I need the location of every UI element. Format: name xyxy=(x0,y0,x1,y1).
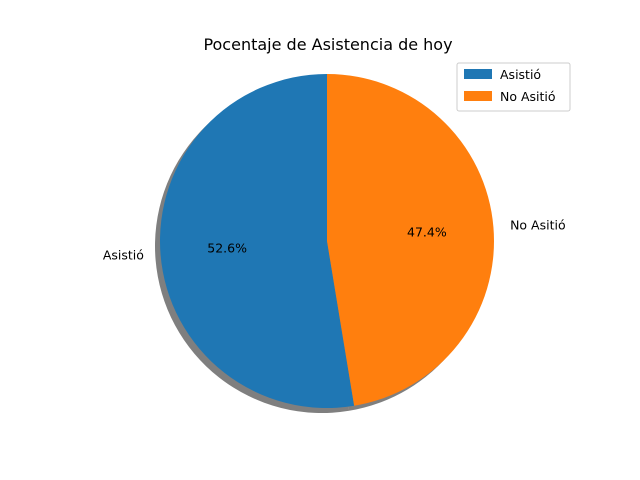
legend: Asistió No Asitió xyxy=(456,62,571,112)
pie-slices xyxy=(160,74,495,408)
pie-slice-no-asitio xyxy=(327,74,495,406)
legend-swatch-no-asitio xyxy=(464,91,492,101)
pie-slice-asistio xyxy=(160,74,355,408)
percent-label-no-asitio: 47.4% xyxy=(407,224,447,239)
legend-label-no-asitio: No Asitió xyxy=(500,89,556,104)
slice-label-asistio: Asistió xyxy=(103,247,144,262)
legend-label-asistio: Asistió xyxy=(500,67,541,82)
chart-title: Pocentaje de Asistencia de hoy xyxy=(203,35,452,54)
percent-label-asistio: 52.6% xyxy=(207,241,247,256)
slice-label-no-asitio: No Asitió xyxy=(510,218,566,233)
legend-swatch-asistio xyxy=(464,69,492,79)
pie-labels: Asistió 52.6% No Asitió 47.4% xyxy=(103,218,566,263)
